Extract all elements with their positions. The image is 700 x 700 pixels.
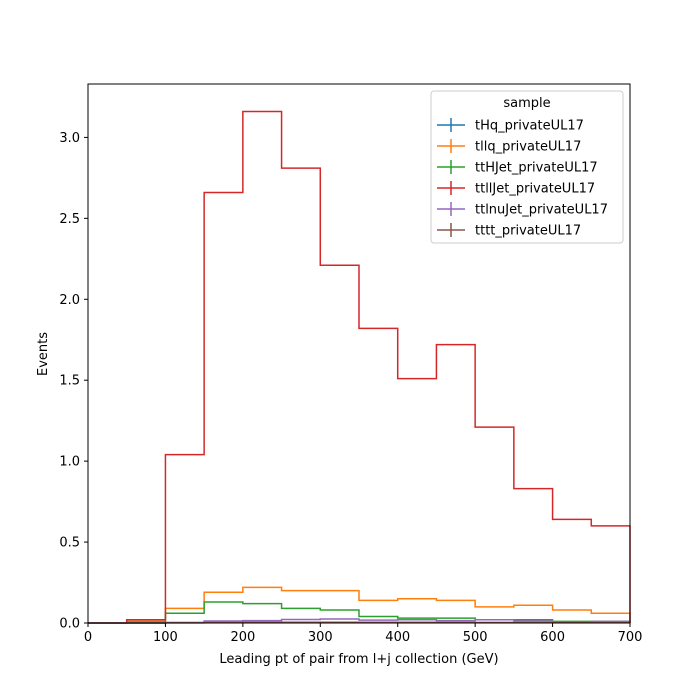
series-3-histogram [88,110,631,624]
y-axis: 0.0 0.5 1.0 1.5 2.0 2.5 3.0 [59,131,88,632]
series-2-histogram [88,601,631,624]
legend-entry: tllq_privateUL17 [437,139,581,155]
y-tick-label: 0.0 [59,617,80,632]
series-4-histogram [88,618,631,624]
legend-label: ttllJet_privateUL17 [475,182,595,197]
x-axis: 0 100 200 300 400 500 600 700 [84,623,643,645]
legend-label: ttlnuJet_privateUL17 [475,203,608,218]
x-tick-label: 400 [385,630,410,645]
legend-entry: tttt_privateUL17 [437,223,581,239]
x-tick-label: 100 [153,630,178,645]
x-tick-label: 200 [230,630,255,645]
legend-entry: ttlnuJet_privateUL17 [437,202,608,218]
x-tick-label: 300 [308,630,333,645]
legend-entry: ttllJet_privateUL17 [437,181,595,197]
series-1-histogram [88,586,631,624]
legend: sample tHq_privateUL17 tllq_privateUL17tt… [430,90,624,244]
x-axis-label: Leading pt of pair from l+j collection (… [219,652,498,667]
x-tick-label: 700 [618,630,643,645]
legend-label: tHq_privateUL17 [475,119,584,134]
legend-entry: ttHJet_privateUL17 [437,160,598,176]
legend-label: tllq_privateUL17 [475,140,581,155]
y-axis-label: Events [36,332,51,376]
legend-label: ttHJet_privateUL17 [475,161,598,176]
y-tick-label: 3.0 [59,131,80,146]
legend-label: tttt_privateUL17 [475,224,581,239]
x-tick-label: 500 [463,630,488,645]
y-tick-label: 0.5 [59,536,80,551]
legend-entries: tHq_privateUL17 tllq_privateUL17 ttHJet_pr… [437,118,608,239]
y-tick-label: 1.5 [59,374,80,389]
legend-box [430,90,624,244]
x-tick-label: 0 [84,630,92,645]
x-tick-label: 600 [540,630,565,645]
legend-entry: tHq_privateUL17 [437,118,584,134]
y-tick-label: 2.5 [59,212,80,227]
y-tick-label: 1.0 [59,455,80,470]
plot-frame [87,83,631,624]
legend-title: sample [503,96,550,111]
y-tick-label: 2.0 [59,293,80,308]
